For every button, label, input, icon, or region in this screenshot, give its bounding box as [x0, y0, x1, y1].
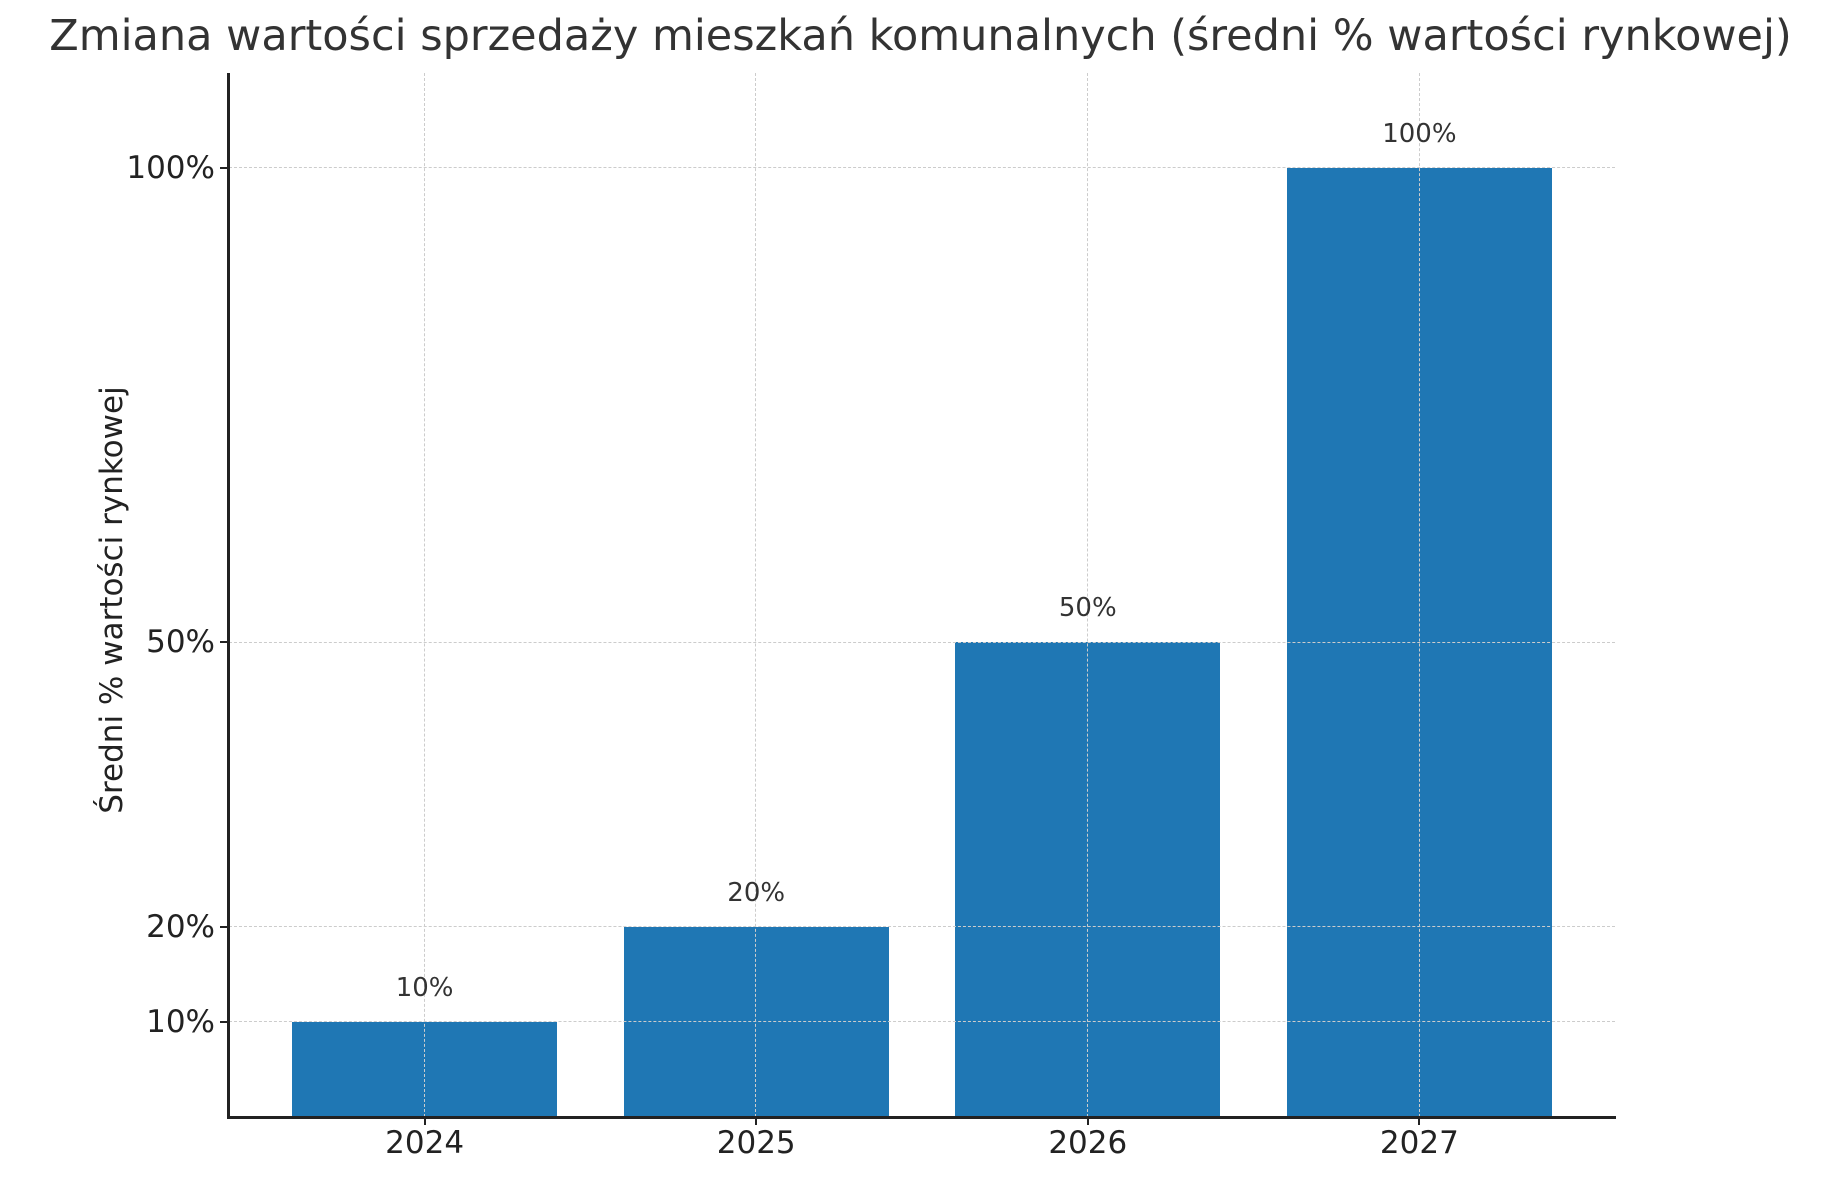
x-axis-line [227, 1116, 1616, 1119]
y-tick-label: 100% [126, 149, 215, 186]
x-tick-mark [1086, 1117, 1089, 1125]
gridline-vertical [423, 73, 425, 1117]
x-tick-label: 2024 [385, 1125, 465, 1161]
y-tick-mark [220, 926, 228, 929]
bar-2027 [1286, 167, 1552, 1117]
plot-area: 10% 20% 50% 100% [229, 73, 1615, 1117]
x-tick-mark [755, 1117, 758, 1125]
bar-2024 [292, 1022, 558, 1117]
bar-value-label: 100% [1382, 118, 1457, 149]
x-tick-mark [423, 1117, 426, 1125]
y-tick-mark [220, 1021, 228, 1024]
x-tick-mark [1418, 1117, 1421, 1125]
bar-value-label: 20% [727, 878, 786, 909]
y-tick-label: 10% [146, 1004, 215, 1041]
bar-value-label: 50% [1058, 593, 1117, 624]
y-tick-mark [220, 641, 228, 644]
bar-value-label: 10% [395, 973, 454, 1004]
y-tick-label: 50% [146, 624, 215, 661]
y-tick-label: 20% [146, 909, 215, 946]
y-tick-mark [220, 166, 228, 169]
x-tick-label: 2027 [1379, 1125, 1459, 1161]
bar-2025 [623, 927, 889, 1117]
chart-title: Zmiana wartości sprzedaży mieszkań komun… [49, 11, 1792, 61]
x-tick-label: 2026 [1048, 1125, 1128, 1161]
y-axis-label: Średni % wartości rynkowej [94, 386, 130, 814]
y-axis-line [227, 73, 230, 1119]
x-tick-label: 2025 [716, 1125, 796, 1161]
bar-2026 [955, 642, 1221, 1117]
